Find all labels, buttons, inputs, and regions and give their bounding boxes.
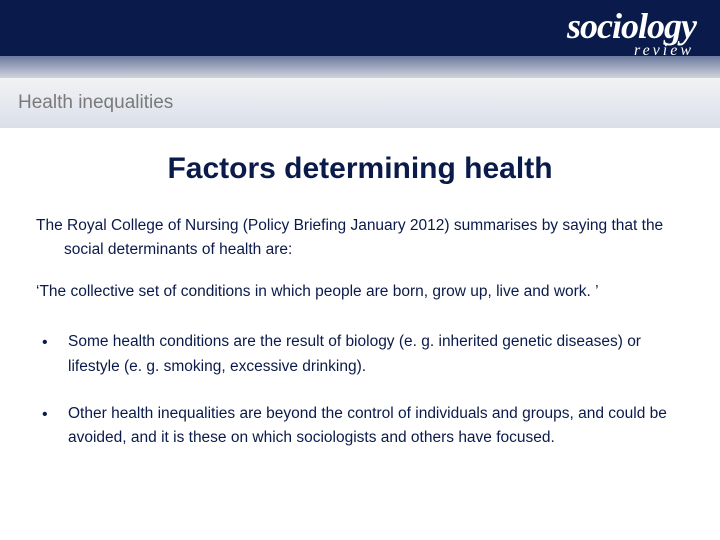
intro-paragraph-1: The Royal College of Nursing (Policy Bri… — [36, 214, 684, 262]
bullet-text-2: Other health inequalities are beyond the… — [68, 405, 667, 447]
logo: sociology review — [567, 8, 696, 60]
intro-text-2: ‘The collective set of conditions in whi… — [36, 280, 684, 304]
bullet-item-2: Other health inequalities are beyond the… — [36, 402, 684, 452]
bullet-list: Some health conditions are the result of… — [36, 330, 684, 451]
page-title: Factors determining health — [36, 152, 684, 186]
intro-text-1: The Royal College of Nursing (Policy Bri… — [36, 214, 684, 262]
header-band: sociology review — [0, 0, 720, 78]
breadcrumb: Health inequalities — [18, 92, 173, 114]
bullet-item-1: Some health conditions are the result of… — [36, 330, 684, 380]
bullet-text-1: Some health conditions are the result of… — [68, 333, 641, 375]
intro-paragraph-2: ‘The collective set of conditions in whi… — [36, 280, 684, 304]
logo-main-text: sociology — [567, 8, 696, 44]
breadcrumb-band: Health inequalities — [0, 78, 720, 128]
content-area: Factors determining health The Royal Col… — [0, 152, 720, 451]
